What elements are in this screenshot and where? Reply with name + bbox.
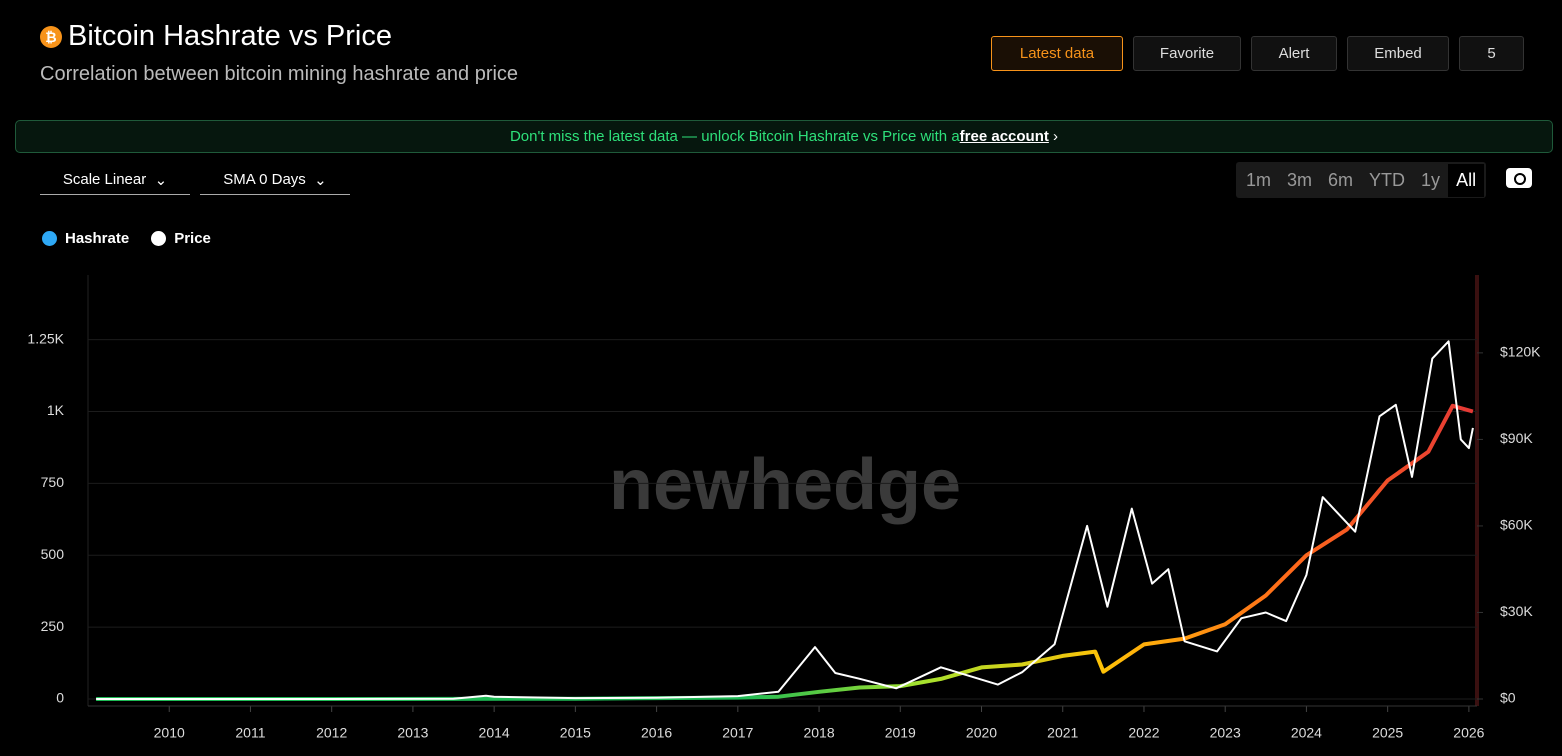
sma-label: SMA 0 Days	[223, 171, 306, 188]
page-title: Bitcoin Hashrate vs Price	[68, 20, 392, 52]
x-tick-label: 2025	[1372, 725, 1403, 741]
x-tick-label: 2019	[885, 725, 916, 741]
x-tick-label: 2013	[397, 725, 428, 741]
x-tick-label: 2026	[1453, 725, 1484, 741]
legend-swatch	[42, 231, 57, 246]
scale-select[interactable]: Scale Linear ⌄	[40, 165, 190, 195]
y-tick-label: 1.25K	[27, 330, 64, 346]
x-tick-label: 2024	[1291, 725, 1322, 741]
range-button[interactable]: 3m	[1287, 169, 1313, 190]
latest-data-button[interactable]: Latest data	[991, 36, 1123, 71]
views-button[interactable]: 5	[1459, 36, 1524, 71]
y-tick-label: 750	[41, 474, 65, 490]
legend-label: Hashrate	[65, 230, 130, 247]
x-tick-label: 2018	[803, 725, 834, 741]
scale-label: Scale Linear	[62, 171, 147, 188]
y-tick-label: 1K	[47, 402, 65, 418]
series-line	[96, 340, 1474, 700]
x-tick-label: 2020	[966, 725, 997, 741]
range-button[interactable]: All	[1448, 163, 1485, 197]
x-tick-label: 2011	[235, 725, 265, 741]
range-button[interactable]: 1m	[1246, 169, 1272, 190]
sma-select[interactable]: SMA 0 Days ⌄	[200, 165, 350, 195]
bitcoin-icon: ₿	[40, 26, 62, 48]
x-tick-label: 2014	[479, 725, 510, 741]
y-tick-label: 500	[41, 546, 65, 562]
legend-item[interactable]: Price	[151, 230, 211, 247]
camera-icon[interactable]	[1506, 168, 1532, 188]
x-tick-label: 2022	[1128, 725, 1159, 741]
y2-tick-label: $60K	[1500, 517, 1533, 533]
legend: Hashrate Price	[42, 230, 211, 247]
watermark: newhedge	[609, 445, 961, 525]
x-tick-label: 2012	[316, 725, 347, 741]
x-tick-label: 2017	[722, 725, 753, 741]
y-tick-label: 0	[56, 690, 64, 706]
range-button[interactable]: 1y	[1421, 169, 1441, 190]
y2-tick-label: $120K	[1500, 344, 1541, 360]
legend-swatch	[151, 231, 167, 246]
range-button[interactable]: YTD	[1369, 169, 1406, 190]
x-tick-label: 2021	[1047, 725, 1078, 741]
legend-item[interactable]: Hashrate	[42, 230, 129, 247]
favorite-button[interactable]: Favorite	[1133, 36, 1241, 71]
banner-link[interactable]: free account	[959, 128, 1049, 145]
x-tick-label: 2016	[641, 725, 672, 741]
range-selector: 1m 3m 6m YTD 1y All	[1236, 162, 1487, 198]
page-subtitle: Correlation between bitcoin mining hashr…	[40, 63, 519, 85]
legend-label: Price	[174, 230, 211, 247]
embed-button[interactable]: Embed	[1347, 36, 1449, 71]
x-tick-label: 2023	[1210, 725, 1241, 741]
y2-tick-label: $30K	[1500, 603, 1533, 619]
x-tick-label: 2015	[560, 725, 591, 741]
x-tick-label: 2010	[154, 725, 185, 741]
banner: Don't miss the latest data — unlock Bitc…	[15, 120, 1553, 153]
y2-tick-label: $0	[1500, 690, 1516, 706]
alert-button[interactable]: Alert	[1251, 36, 1337, 71]
range-button[interactable]: 6m	[1328, 169, 1354, 190]
y-tick-label: 250	[41, 618, 65, 634]
series-line	[96, 403, 1474, 701]
y2-tick-label: $90K	[1500, 430, 1533, 446]
banner-text: Don't miss the latest data — unlock Bitc…	[509, 128, 960, 145]
